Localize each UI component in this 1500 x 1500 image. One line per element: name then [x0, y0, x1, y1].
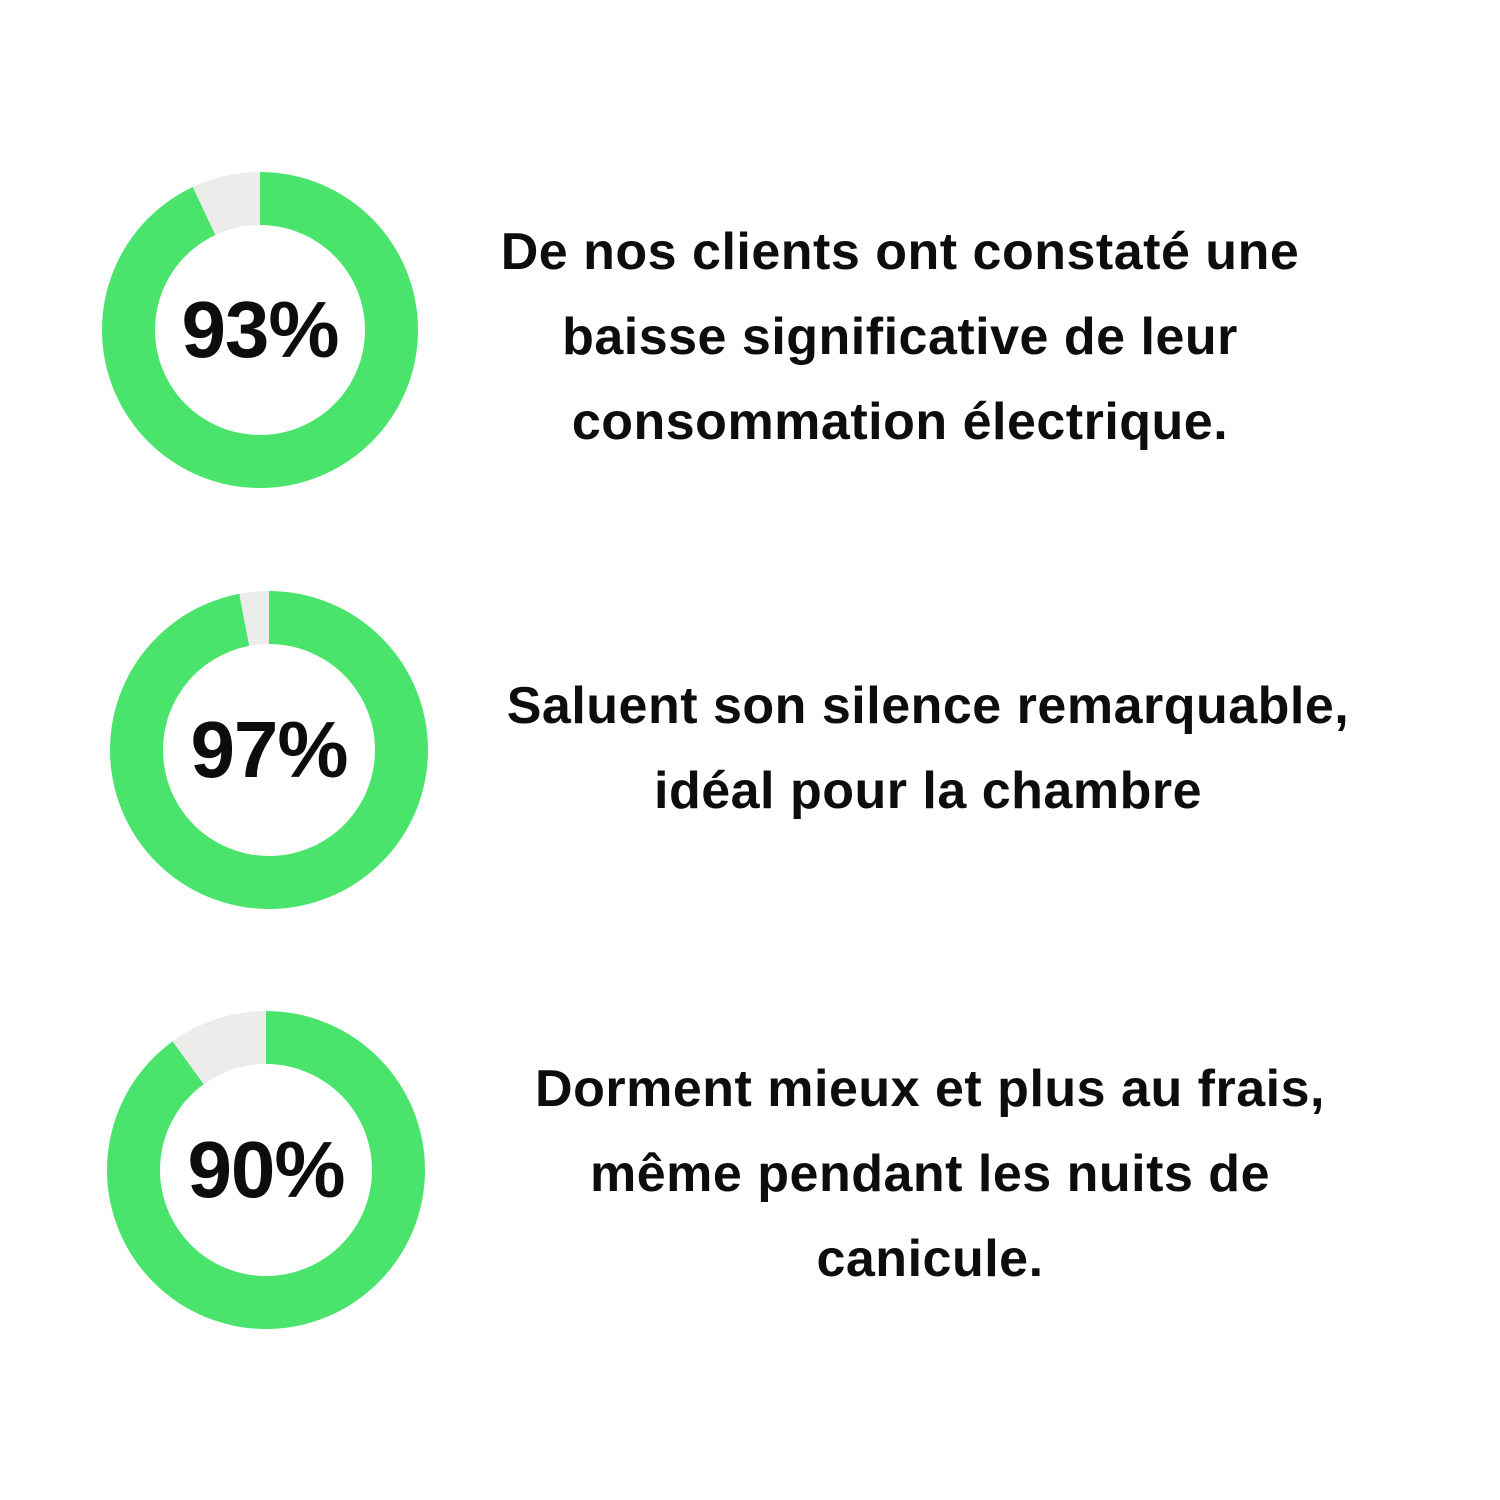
donut-hole [160, 1064, 372, 1276]
stat-caption-3: Dorment mieux et plus au frais, même pen… [430, 1047, 1430, 1302]
donut-percent-label: 93% [181, 285, 339, 374]
donut-percent-label: 90% [187, 1125, 345, 1214]
donut-chart-2: 97% [110, 591, 428, 909]
caption-line: Dorment mieux et plus au frais, [535, 1060, 1325, 1118]
caption-line: Saluent son silence remarquable, [506, 677, 1350, 735]
donut-chart-3: 90% [107, 1011, 425, 1329]
stat-caption-1: De nos clients ont constaté une baisse s… [400, 210, 1400, 465]
caption-line: consommation électrique. [571, 393, 1229, 451]
caption-line: De nos clients ont constaté une [500, 223, 1300, 281]
donut-chart-1: 93% [102, 172, 418, 488]
donut-hole [155, 225, 365, 435]
caption-line: même pendant les nuits de [590, 1145, 1270, 1203]
caption-line: idéal pour la chambre [654, 762, 1202, 820]
caption-line: baisse significative de leur [562, 308, 1238, 366]
caption-line: canicule. [816, 1230, 1044, 1288]
donut-percent-label: 97% [190, 705, 348, 794]
donut-hole [163, 644, 375, 856]
stat-caption-2: Saluent son silence remarquable, idéal p… [428, 664, 1428, 834]
